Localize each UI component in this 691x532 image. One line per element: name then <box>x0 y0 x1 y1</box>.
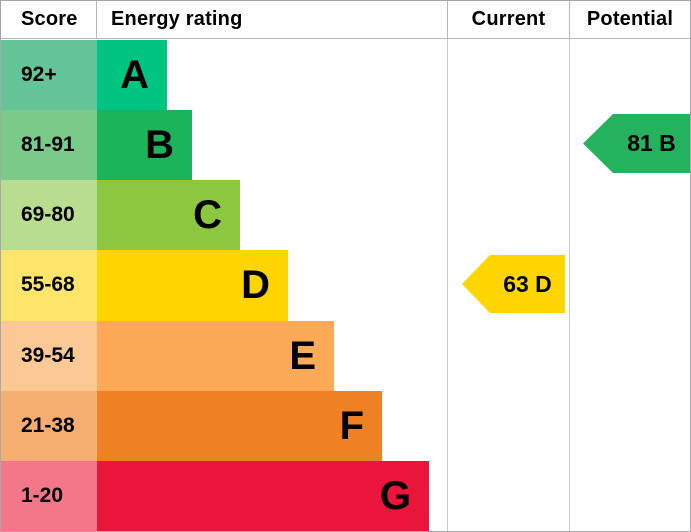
rating-bands: 92+ A 81-91 B 69-80 C 55-68 D 39-54 E 21… <box>1 40 690 531</box>
header-current: Current <box>448 1 570 38</box>
score-range-f: 21-38 <box>1 390 97 461</box>
rating-bar-e: E <box>97 320 334 391</box>
score-range-g: 1-20 <box>1 460 97 531</box>
header-potential: Potential <box>586 8 674 30</box>
rating-bar-d: D <box>97 250 288 321</box>
header-energy-rating: Energy rating <box>97 1 448 38</box>
band-row-g: 1-20 G <box>1 460 690 531</box>
score-range-d: 55-68 <box>1 250 97 321</box>
band-row-f: 21-38 F <box>1 390 690 461</box>
band-row-d: 55-68 D <box>1 250 690 321</box>
band-row-b: 81-91 B <box>1 110 690 181</box>
chart-header: Score Energy rating Current Potential <box>1 1 690 39</box>
band-row-a: 92+ A <box>1 40 690 111</box>
score-range-b: 81-91 <box>1 110 97 181</box>
rating-bar-f: F <box>97 390 382 461</box>
band-row-e: 39-54 E <box>1 320 690 391</box>
rating-bar-b: B <box>97 110 192 181</box>
current-column-divider <box>447 39 448 531</box>
score-range-c: 69-80 <box>1 180 97 251</box>
score-range-a: 92+ <box>1 40 97 111</box>
rating-bar-c: C <box>97 180 240 251</box>
potential-column-divider <box>569 39 570 531</box>
band-row-c: 69-80 C <box>1 180 690 251</box>
score-range-e: 39-54 <box>1 320 97 391</box>
rating-bar-a: A <box>97 40 167 111</box>
rating-bar-g: G <box>97 460 429 531</box>
header-score: Score <box>1 1 97 38</box>
